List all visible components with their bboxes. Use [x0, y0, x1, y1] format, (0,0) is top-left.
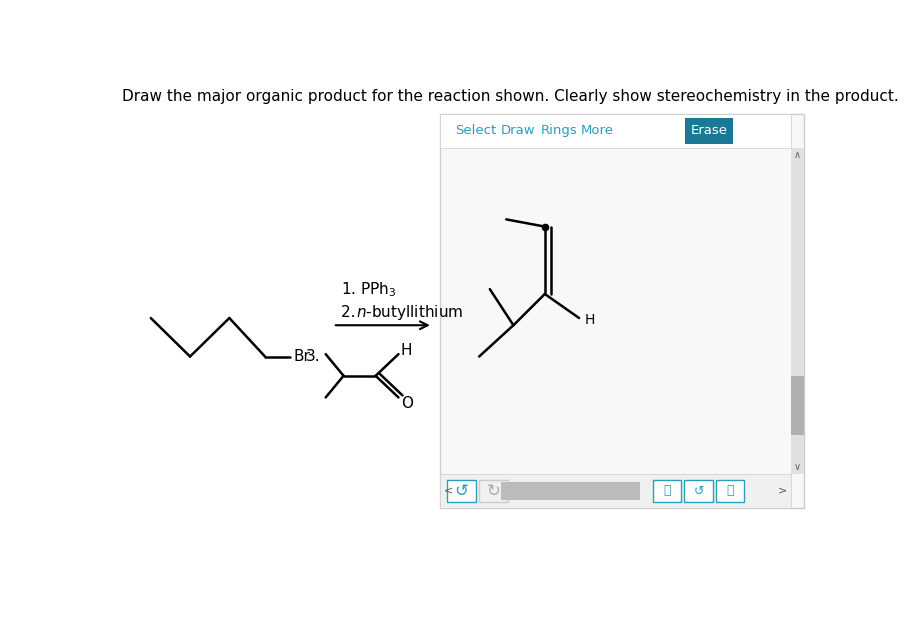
Bar	[447, 480, 475, 502]
Text: Rings: Rings	[541, 124, 577, 137]
Bar	[440, 474, 791, 508]
Bar	[791, 376, 804, 434]
Bar	[684, 480, 713, 502]
Text: 🔍: 🔍	[727, 484, 734, 498]
Text: Draw: Draw	[501, 124, 536, 137]
Text: H: H	[585, 314, 595, 328]
Text: Erase: Erase	[691, 124, 728, 137]
Text: O: O	[401, 396, 413, 411]
Text: ↻: ↻	[486, 482, 500, 500]
Text: 🔍: 🔍	[663, 484, 670, 498]
Text: 3.: 3.	[306, 349, 321, 364]
Text: Draw the major organic product for the reaction shown. Clearly show stereochemis: Draw the major organic product for the r…	[122, 89, 899, 104]
Text: H: H	[401, 342, 412, 357]
Bar	[440, 114, 804, 508]
Bar	[501, 482, 640, 499]
Bar	[653, 480, 682, 502]
Bar	[791, 148, 804, 474]
Bar	[684, 118, 733, 144]
Bar	[716, 480, 744, 502]
Text: $n$-butyllithium: $n$-butyllithium	[356, 302, 464, 322]
Text: Select: Select	[455, 124, 496, 137]
Text: ∧: ∧	[794, 150, 801, 160]
Bar	[440, 114, 791, 148]
Text: 2.: 2.	[341, 305, 360, 320]
Text: ↺: ↺	[694, 484, 704, 498]
Text: ↺: ↺	[454, 482, 468, 500]
Text: >: >	[778, 486, 787, 496]
Text: More: More	[580, 124, 613, 137]
Bar	[479, 480, 507, 502]
Text: ∨: ∨	[794, 462, 801, 472]
Text: 1. PPh$_3$: 1. PPh$_3$	[341, 280, 396, 299]
Text: Br: Br	[294, 349, 310, 364]
Text: <: <	[444, 486, 453, 496]
